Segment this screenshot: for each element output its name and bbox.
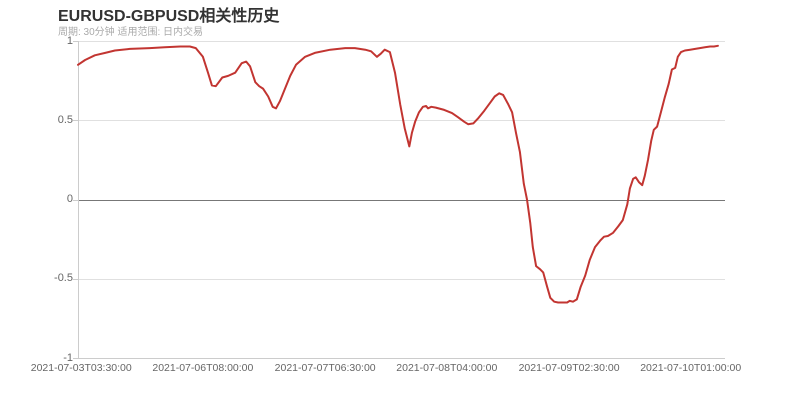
- series-line[interactable]: [77, 44, 719, 304]
- y-tick-label: 1: [66, 34, 73, 47]
- chart-subtitle: 周期: 30分钟 适用范围: 日内交易: [58, 27, 204, 38]
- y-tick-label: 0.5: [57, 113, 73, 126]
- x-tick-label: 2021-07-08T04:00:00: [396, 362, 498, 374]
- x-tick-label: 2021-07-06T08:00:00: [152, 362, 254, 374]
- x-tick-label: 2021-07-09T02:30:00: [518, 362, 620, 374]
- y-tick-label: -0.5: [54, 272, 73, 285]
- x-tick-label: 2021-07-10T01:00:00: [640, 362, 742, 374]
- chart-title: EURUSD-GBPUSD相关性历史: [58, 8, 280, 25]
- y-tick-label: -1: [63, 351, 73, 364]
- x-tick-label: 2021-07-07T06:30:00: [274, 362, 376, 374]
- x-tick-label: 2021-07-03T03:30:00: [30, 362, 132, 374]
- y-tick-label: 0: [66, 193, 73, 205]
